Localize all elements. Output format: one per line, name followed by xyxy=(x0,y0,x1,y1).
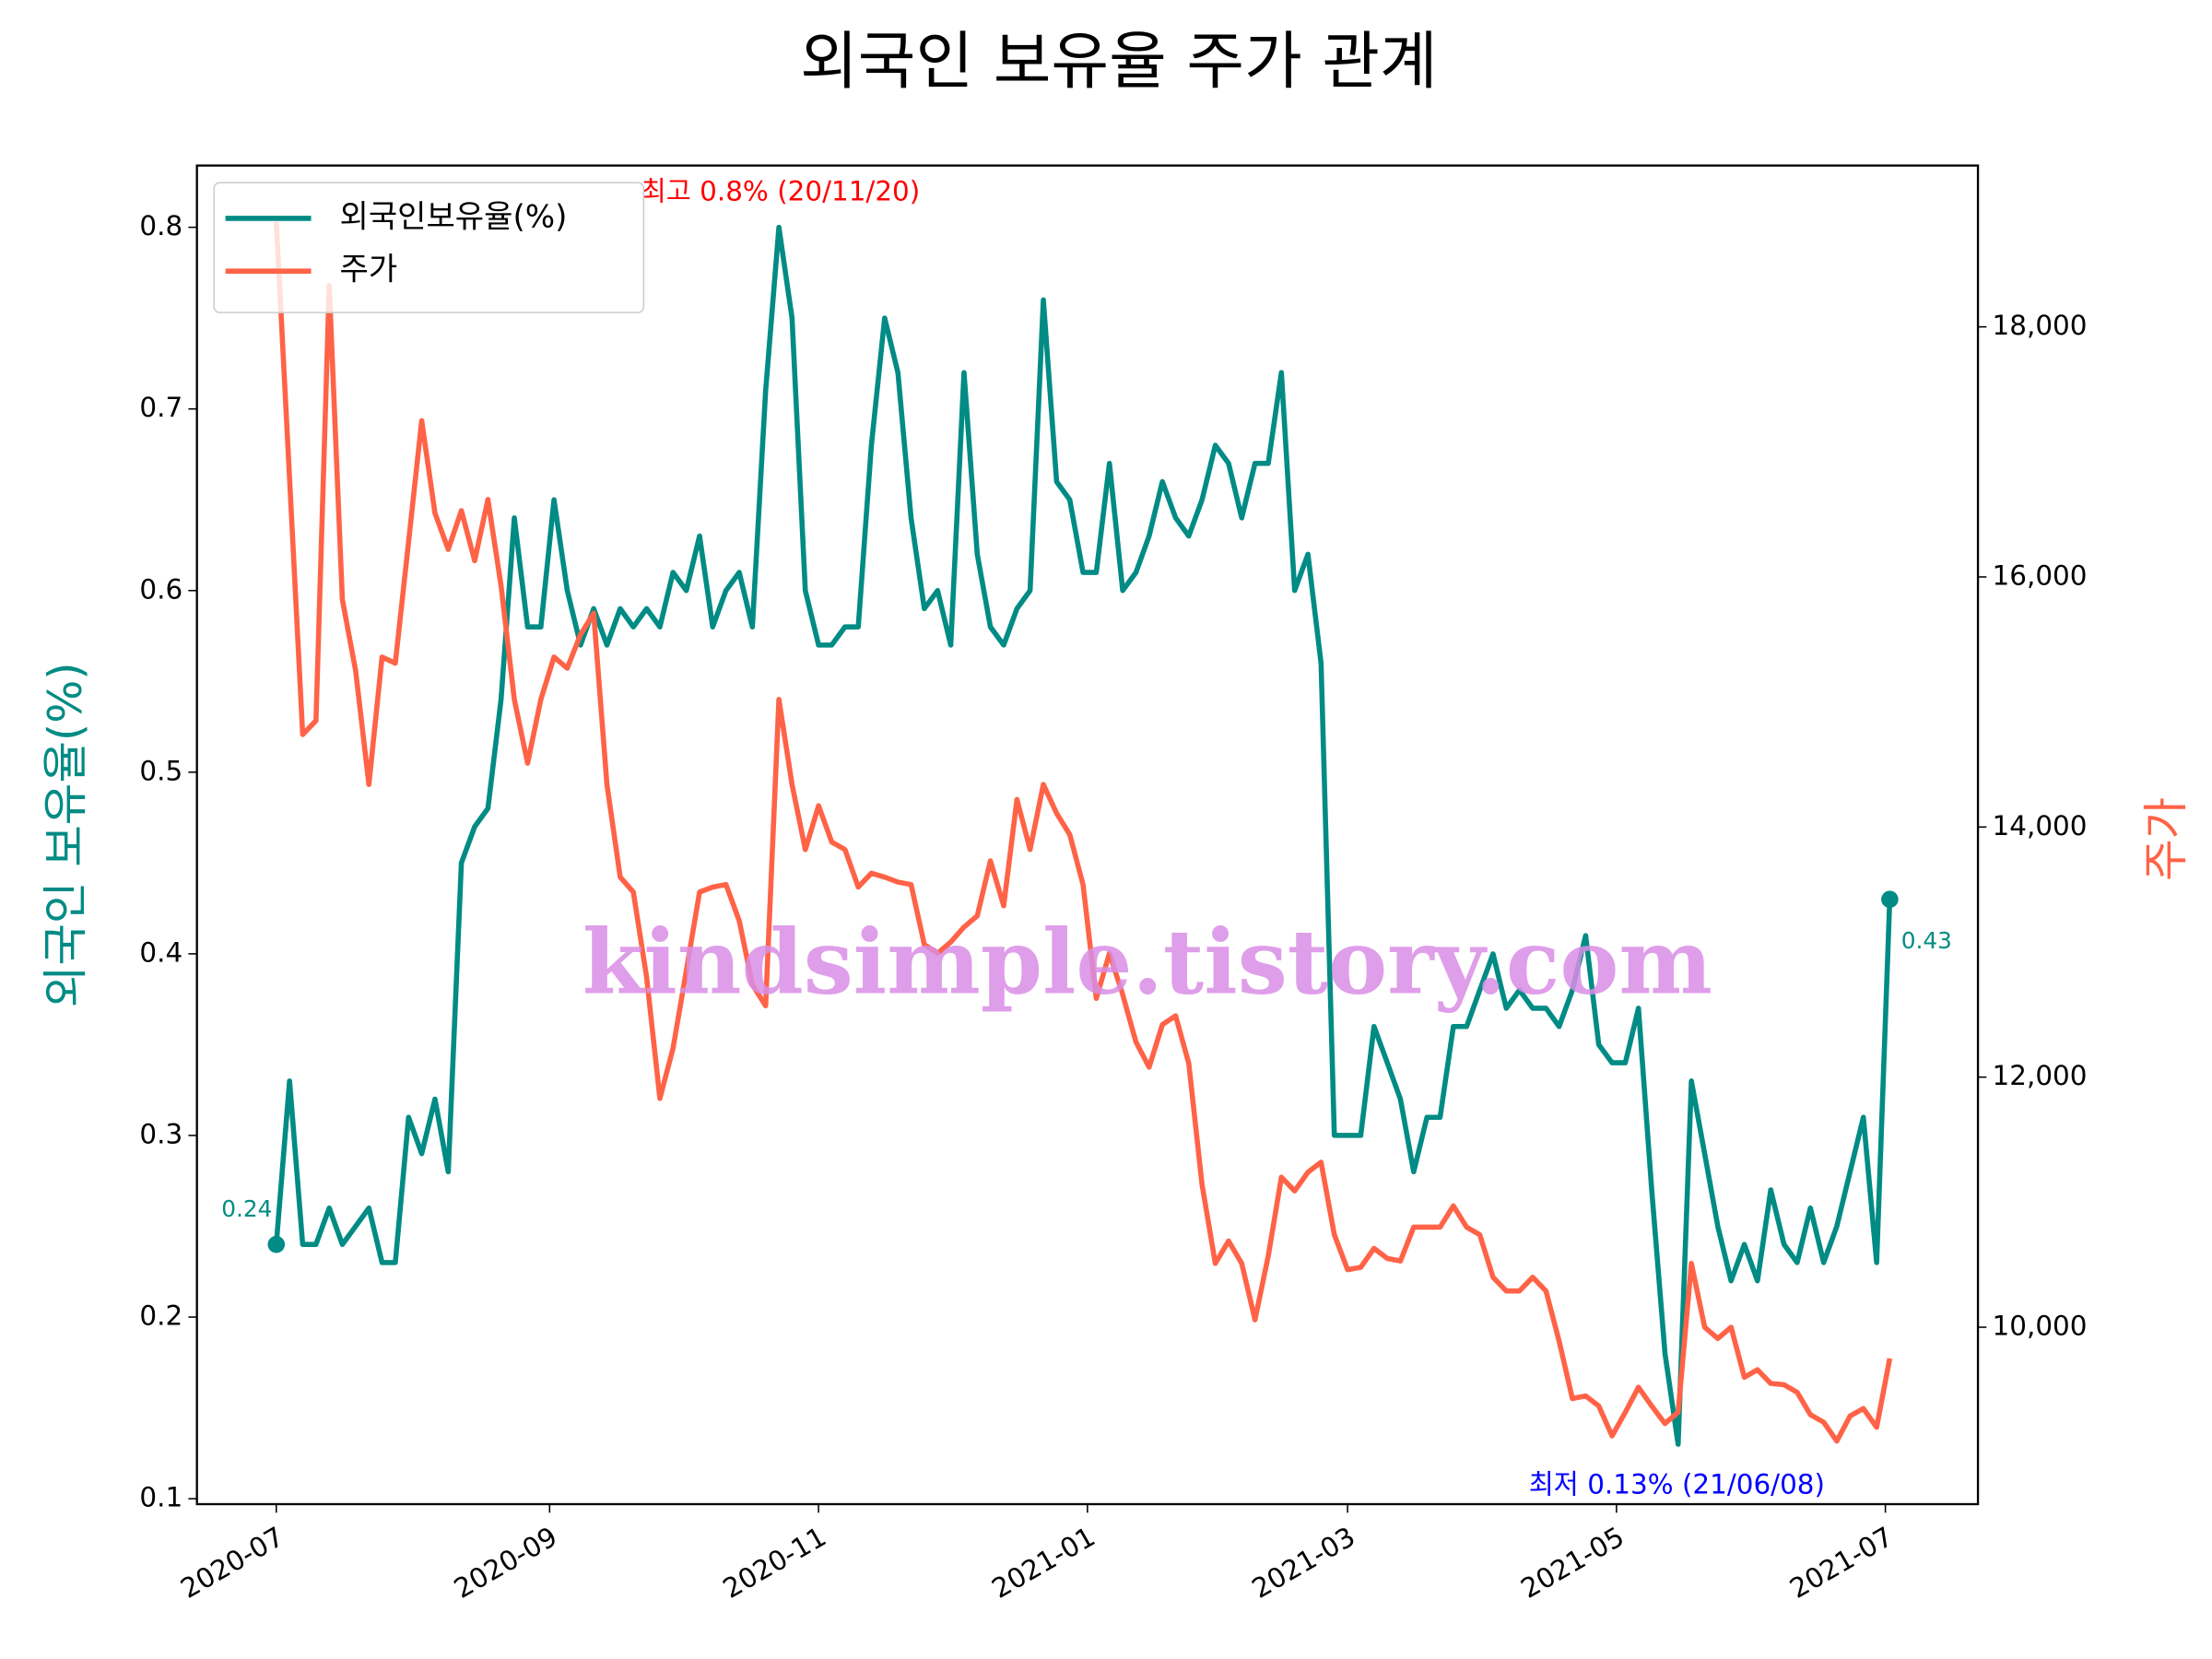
y2-tick-label: 18,000 xyxy=(1993,310,2088,341)
y-axis-label: 외국인 보유율(%) xyxy=(39,662,92,1007)
y2-tick-label: 10,000 xyxy=(1993,1311,2088,1342)
y2-tick-label: 14,000 xyxy=(1993,810,2088,841)
annotation: 최고 0.8% (20/11/20) xyxy=(641,176,921,207)
annotation: 0.43 xyxy=(1901,927,1952,954)
x-tick-label: 2021-03 xyxy=(1247,1521,1360,1605)
y-tick-label: 0.7 xyxy=(139,392,182,423)
x-tick-label: 2020-11 xyxy=(718,1521,831,1605)
legend-label: 주가 xyxy=(340,252,398,288)
y2-axis-label: 주가 xyxy=(2139,797,2193,881)
y-tick-label: 0.4 xyxy=(139,936,182,968)
y-tick-label: 0.3 xyxy=(139,1118,182,1149)
plot-frame xyxy=(195,164,1980,1506)
x-tick-label: 2020-07 xyxy=(175,1521,288,1605)
y-tick-label: 0.2 xyxy=(139,1300,182,1332)
y2-tick-label: 16,000 xyxy=(1993,559,2088,591)
legend-box xyxy=(213,182,645,313)
watermark: kindsimple.tistory.com xyxy=(582,911,1712,1015)
x-tick-label: 2021-07 xyxy=(1784,1521,1898,1605)
end-marker xyxy=(1881,890,1899,909)
y-tick-label: 0.6 xyxy=(139,573,182,605)
y2-tick-label: 12,000 xyxy=(1993,1060,2088,1091)
series-line xyxy=(273,224,1893,1447)
y-tick-label: 0.5 xyxy=(139,755,182,786)
x-tick-label: 2021-01 xyxy=(986,1521,1100,1605)
y-tick-label: 0.1 xyxy=(139,1482,182,1513)
annotation: 0.24 xyxy=(221,1195,272,1222)
y-tick-label: 0.8 xyxy=(139,210,182,241)
x-tick-label: 2020-09 xyxy=(449,1521,562,1605)
legend-label: 외국인보유율(%) xyxy=(340,198,568,235)
x-tick-label: 2021-05 xyxy=(1515,1521,1629,1605)
chart-title: 외국인 보유율 주가 관계 xyxy=(800,26,1438,99)
annotation: 최저 0.13% (21/06/08) xyxy=(1529,1468,1825,1500)
series-line xyxy=(273,221,1893,1444)
end-marker xyxy=(267,1235,286,1253)
